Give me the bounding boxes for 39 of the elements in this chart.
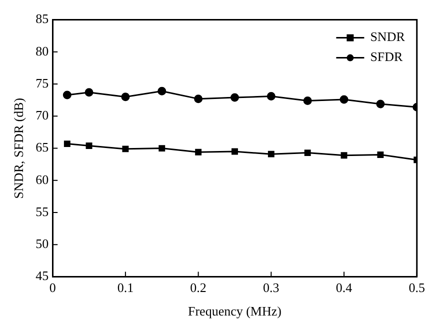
point xyxy=(266,92,276,101)
y-axis-title: SNDR, SFDR (dB) xyxy=(11,98,26,199)
y-tick-label: 70 xyxy=(36,108,49,123)
point xyxy=(268,150,274,158)
x-tick-label: 0.3 xyxy=(263,280,280,296)
point xyxy=(86,142,92,149)
y-tick-label: 75 xyxy=(36,75,49,90)
y-tick-label: 65 xyxy=(36,140,49,155)
point xyxy=(232,148,238,155)
point xyxy=(64,140,70,148)
point xyxy=(340,152,348,159)
point xyxy=(304,150,311,156)
legend-label: SFDR xyxy=(370,49,404,64)
x-tick-label: 0 xyxy=(49,280,56,296)
point xyxy=(121,92,130,102)
y-tick-label: 50 xyxy=(36,236,49,252)
point xyxy=(158,145,166,152)
y-tick-label: 55 xyxy=(36,204,49,219)
x-axis-title: Frequency (MHz) xyxy=(188,304,282,319)
y-tick-label: 80 xyxy=(36,43,49,58)
y-tick-label: 85 xyxy=(36,11,49,26)
legend-label: SNDR xyxy=(370,29,406,44)
point xyxy=(340,95,348,104)
point xyxy=(230,93,239,102)
point xyxy=(303,96,312,106)
y-tick-label: 45 xyxy=(36,268,49,284)
x-tick-label: 0.5 xyxy=(408,280,425,296)
point xyxy=(122,146,129,152)
point xyxy=(194,94,203,104)
x-tick-label: 0.4 xyxy=(336,280,353,296)
point xyxy=(62,90,72,100)
point xyxy=(376,100,385,108)
x-tick-label: 0.2 xyxy=(190,280,206,296)
y-tick-label: 60 xyxy=(36,172,49,187)
point xyxy=(195,148,202,156)
x-tick-label: 0.1 xyxy=(117,280,134,296)
point xyxy=(158,86,166,96)
point xyxy=(377,152,384,158)
point xyxy=(84,88,94,97)
